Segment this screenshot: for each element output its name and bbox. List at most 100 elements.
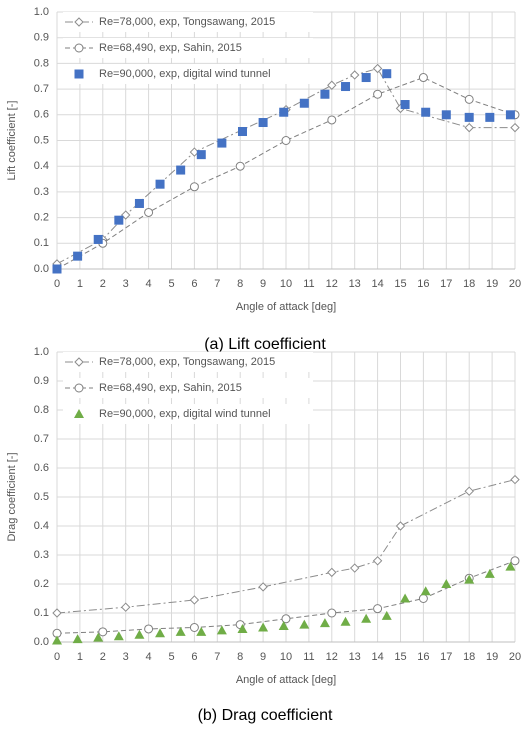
y-tick-label: 0.5 xyxy=(34,134,49,146)
marker xyxy=(120,210,131,220)
marker xyxy=(144,624,154,634)
y-tick-label: 0.9 xyxy=(34,375,49,387)
legend-bg xyxy=(63,38,313,58)
legend-bg xyxy=(63,64,313,84)
legend-bg xyxy=(63,12,313,32)
marker xyxy=(341,82,351,92)
x-tick-label: 7 xyxy=(214,278,220,290)
marker xyxy=(395,521,406,531)
x-tick-label: 9 xyxy=(260,651,266,663)
marker xyxy=(349,563,360,573)
legend-bg xyxy=(63,352,313,372)
marker xyxy=(485,112,495,122)
marker xyxy=(361,613,372,623)
marker xyxy=(327,80,337,90)
marker xyxy=(98,627,108,637)
x-tick-label: 8 xyxy=(237,651,243,663)
marker xyxy=(361,73,371,83)
marker xyxy=(510,474,520,485)
marker xyxy=(237,127,247,137)
x-tick-label: 11 xyxy=(303,651,314,663)
x-tick-label: 1 xyxy=(77,278,83,290)
marker xyxy=(144,207,154,217)
x-tick-label: 13 xyxy=(349,651,361,663)
marker xyxy=(421,107,431,117)
marker xyxy=(279,107,289,117)
marker xyxy=(418,73,428,83)
marker xyxy=(52,264,62,274)
x-tick-label: 15 xyxy=(394,278,406,290)
marker xyxy=(258,622,269,632)
x-tick-label: 17 xyxy=(440,278,452,290)
marker xyxy=(258,582,268,592)
marker xyxy=(510,122,520,133)
marker xyxy=(134,198,144,208)
x-tick-label: 16 xyxy=(417,278,429,290)
x-tick-label: 10 xyxy=(280,278,292,290)
marker xyxy=(196,150,206,160)
x-tick-label: 5 xyxy=(168,278,174,290)
marker xyxy=(464,574,475,584)
x-tick-label: 8 xyxy=(237,278,243,290)
x-tick-label: 1 xyxy=(77,651,83,663)
marker xyxy=(93,234,103,244)
marker xyxy=(420,586,431,596)
series-line xyxy=(56,479,516,614)
y-tick-label: 0.8 xyxy=(34,404,49,416)
legend-marker xyxy=(74,69,84,79)
y-axis-label: Lift coefficient [-] xyxy=(6,101,18,181)
marker xyxy=(299,619,310,629)
y-tick-label: 0.7 xyxy=(34,83,49,95)
marker xyxy=(278,621,289,631)
x-tick-label: 10 xyxy=(280,651,292,663)
y-axis-label: Drag coefficient [-] xyxy=(6,452,18,541)
y-tick-label: 0.5 xyxy=(34,491,49,503)
marker xyxy=(281,136,291,145)
legend-label: Re=90,000, exp, digital wind tunnel xyxy=(99,68,271,80)
marker xyxy=(93,632,104,642)
legend-label: Re=68,490, exp, Sahin, 2015 xyxy=(99,382,242,394)
x-tick-label: 5 xyxy=(168,651,174,663)
marker xyxy=(400,100,410,110)
marker xyxy=(319,618,330,628)
marker xyxy=(464,486,474,496)
x-tick-label: 9 xyxy=(260,278,266,290)
caption: (a) Lift coefficient xyxy=(204,336,326,353)
legend-label: Re=68,490, exp, Sahin, 2015 xyxy=(99,42,242,54)
marker xyxy=(114,215,124,225)
x-tick-label: 3 xyxy=(123,651,129,663)
x-tick-label: 19 xyxy=(486,651,498,663)
y-tick-label: 0.8 xyxy=(34,57,49,69)
marker xyxy=(155,628,166,638)
x-tick-label: 19 xyxy=(486,278,498,290)
marker xyxy=(464,112,474,122)
x-axis-label: Angle of attack [deg] xyxy=(236,674,336,686)
y-tick-label: 1.0 xyxy=(34,346,49,358)
legend-label: Re=78,000, exp, Tongsawang, 2015 xyxy=(99,16,275,28)
x-tick-label: 18 xyxy=(463,651,475,663)
marker xyxy=(372,556,383,566)
marker xyxy=(327,115,337,125)
marker xyxy=(235,161,245,171)
marker xyxy=(175,626,186,636)
marker xyxy=(299,98,309,108)
x-tick-label: 17 xyxy=(440,651,452,663)
marker xyxy=(505,561,516,571)
marker xyxy=(373,89,383,99)
y-tick-label: 0.1 xyxy=(34,607,49,619)
marker xyxy=(349,70,360,80)
x-tick-label: 12 xyxy=(326,278,338,290)
x-tick-label: 18 xyxy=(463,278,475,290)
y-tick-label: 0.4 xyxy=(34,520,49,532)
legend-label: Re=90,000, exp, digital wind tunnel xyxy=(99,408,271,420)
marker xyxy=(381,610,392,620)
y-tick-label: 0.3 xyxy=(34,186,49,198)
marker xyxy=(176,165,186,175)
y-tick-label: 0.9 xyxy=(34,32,49,44)
y-tick-label: 0.6 xyxy=(34,109,49,121)
x-tick-label: 0 xyxy=(54,278,60,290)
x-tick-label: 15 xyxy=(394,651,406,663)
legend-label: Re=78,000, exp, Tongsawang, 2015 xyxy=(99,356,275,368)
y-tick-label: 0.2 xyxy=(34,578,49,590)
